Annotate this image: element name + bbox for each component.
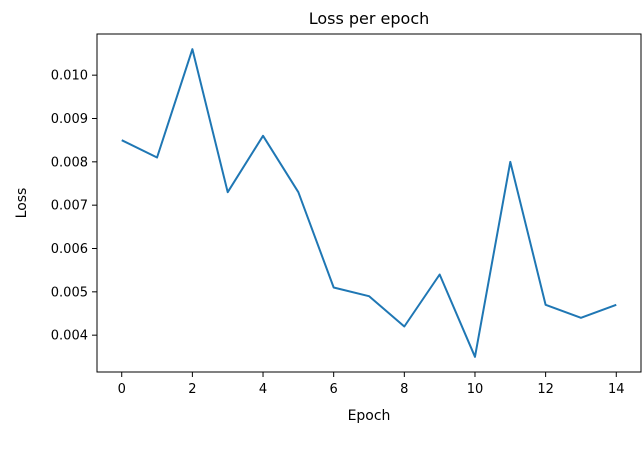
y-tick-label: 0.007 — [51, 199, 88, 214]
x-tick-label: 6 — [330, 382, 338, 397]
ticks-layer: 0 2 4 6 8 10 12 14 0.004 0.005 0.006 0.007 0.008 0.00… — [51, 69, 625, 397]
loss-series-line — [121, 48, 617, 358]
y-tick-label: 0.008 — [51, 155, 88, 170]
x-tick-label: 10 — [467, 382, 484, 397]
y-tick-label: 0.009 — [51, 112, 88, 127]
y-tick-label: 0.004 — [51, 329, 88, 344]
x-axis-title: Epoch — [348, 408, 391, 424]
series-layer — [121, 48, 617, 358]
y-tick-label: 0.005 — [51, 285, 88, 300]
x-tick-label: 12 — [537, 382, 554, 397]
x-tick-label: 8 — [400, 382, 408, 397]
x-tick-label: 4 — [259, 382, 267, 397]
chart-title: Loss per epoch — [309, 9, 430, 28]
y-axis-title: Loss — [14, 188, 30, 219]
x-tick-label: 2 — [188, 382, 196, 397]
y-tick-label: 0.010 — [51, 69, 88, 84]
x-tick-label: 0 — [118, 382, 126, 397]
plot-frame — [96, 33, 642, 373]
y-tick-label: 0.006 — [51, 242, 88, 257]
x-tick-label: 14 — [608, 382, 625, 397]
